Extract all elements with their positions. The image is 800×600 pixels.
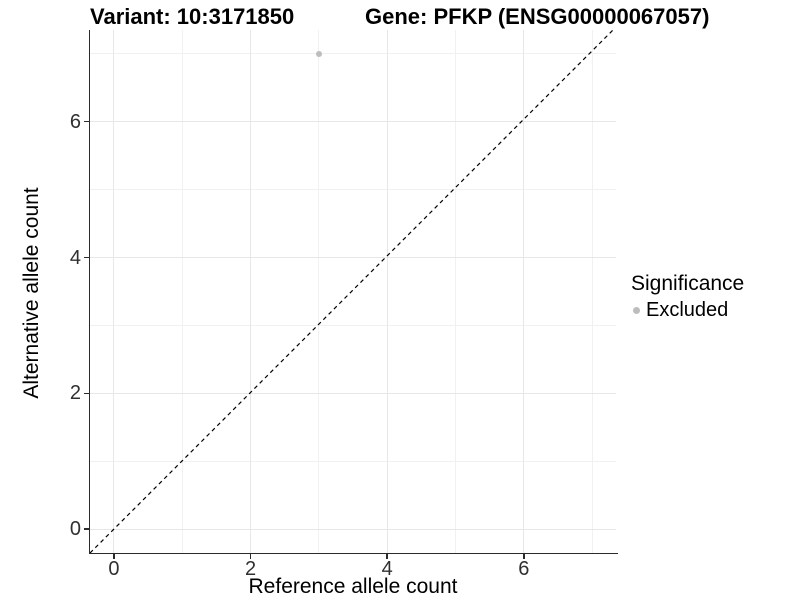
legend-title: Significance <box>631 272 745 295</box>
plot-title-gene: Gene: PFKP (ENSG00000067057) <box>365 4 710 29</box>
x-tick-label: 2 <box>244 558 257 580</box>
x-tick-label: 6 <box>518 558 530 580</box>
x-tick-label: 0 <box>108 558 120 580</box>
y-major-gridline <box>90 121 616 123</box>
plot-panel <box>90 30 616 553</box>
x-tick-label: 4 <box>381 558 393 580</box>
y-minor-gridline <box>90 460 616 462</box>
y-tick-label: 0 <box>69 518 81 541</box>
x-axis-title: Reference allele count <box>248 575 458 598</box>
identity-line <box>90 30 614 553</box>
y-axis-tick <box>83 120 89 123</box>
y-minor-gridline <box>90 53 616 55</box>
y-tick-label: 6 <box>69 110 81 133</box>
x-major-gridline <box>113 30 115 553</box>
y-major-gridline <box>90 392 616 394</box>
y-axis-tick <box>83 256 89 259</box>
y-major-gridline <box>90 257 616 259</box>
x-axis-line <box>88 552 618 554</box>
x-axis-tick <box>386 554 388 559</box>
y-major-gridline <box>90 528 616 530</box>
x-minor-gridline <box>454 30 456 553</box>
y-axis-tick <box>83 528 89 530</box>
x-axis-tick <box>113 554 115 559</box>
y-axis-title: Alternative allele count <box>20 187 43 399</box>
x-major-gridline <box>523 30 525 553</box>
legend: Significance Excluded <box>631 272 744 322</box>
x-major-gridline <box>250 30 252 553</box>
y-minor-gridline <box>90 324 616 326</box>
x-minor-gridline <box>181 30 183 553</box>
x-minor-gridline <box>318 30 320 553</box>
y-axis-line <box>88 30 90 554</box>
x-axis-tick <box>523 554 525 559</box>
legend-entry-excluded: Excluded <box>631 299 744 322</box>
x-major-gridline <box>386 30 388 553</box>
plot-title-variant: Variant: 10:3171850 <box>90 4 295 29</box>
y-minor-gridline <box>90 189 616 191</box>
legend-entry-label: Excluded <box>646 299 729 321</box>
excluded-point-icon <box>633 307 640 314</box>
data-point <box>315 50 322 57</box>
y-axis-tick <box>83 392 89 395</box>
y-tick-label: 2 <box>69 382 81 405</box>
x-axis-tick <box>249 554 252 559</box>
y-tick-label: 4 <box>69 246 81 269</box>
x-minor-gridline <box>591 30 593 553</box>
